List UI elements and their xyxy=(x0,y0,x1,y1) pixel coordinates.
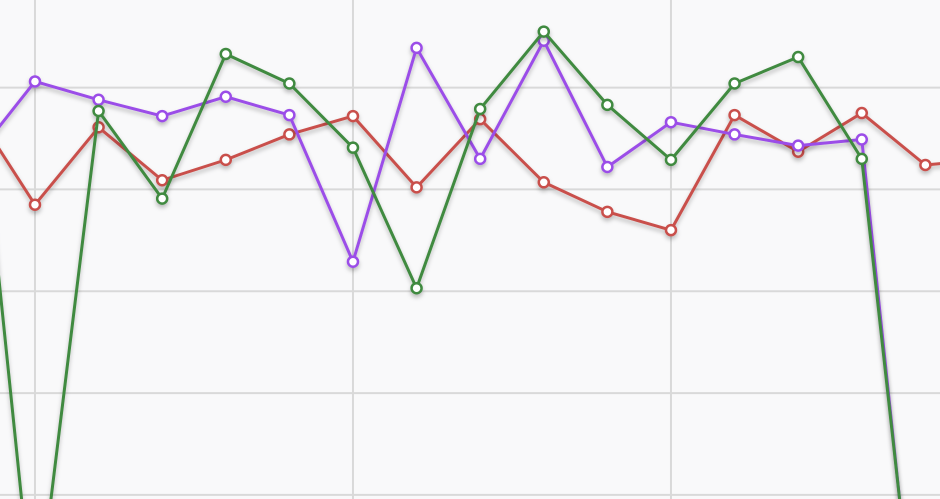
point xyxy=(410,181,423,194)
point xyxy=(728,128,741,141)
point xyxy=(855,152,869,166)
point xyxy=(473,152,487,166)
point xyxy=(664,223,678,237)
point xyxy=(855,133,869,146)
point xyxy=(92,104,105,118)
point xyxy=(28,198,42,211)
point xyxy=(346,255,360,268)
series xyxy=(0,34,902,499)
point xyxy=(537,176,551,189)
point xyxy=(601,160,614,174)
line xyxy=(0,39,902,499)
point xyxy=(28,75,42,88)
point xyxy=(664,115,678,129)
point xyxy=(283,108,296,122)
point xyxy=(791,139,805,152)
point xyxy=(410,41,423,55)
point xyxy=(155,174,169,187)
point xyxy=(410,281,423,295)
point xyxy=(219,153,233,167)
point xyxy=(855,106,869,120)
point xyxy=(92,93,105,107)
point xyxy=(155,192,169,205)
point xyxy=(346,141,360,154)
point xyxy=(791,50,805,64)
point xyxy=(664,153,678,167)
point xyxy=(728,108,741,122)
point xyxy=(219,47,233,61)
series xyxy=(0,25,902,499)
line xyxy=(0,30,902,499)
point xyxy=(473,102,487,116)
point xyxy=(728,77,741,90)
point xyxy=(346,109,360,123)
point xyxy=(283,128,296,141)
point xyxy=(155,109,169,123)
point xyxy=(283,77,296,90)
point xyxy=(219,90,233,103)
point xyxy=(537,25,551,38)
point xyxy=(601,205,614,219)
point xyxy=(919,158,932,172)
point xyxy=(601,98,614,112)
